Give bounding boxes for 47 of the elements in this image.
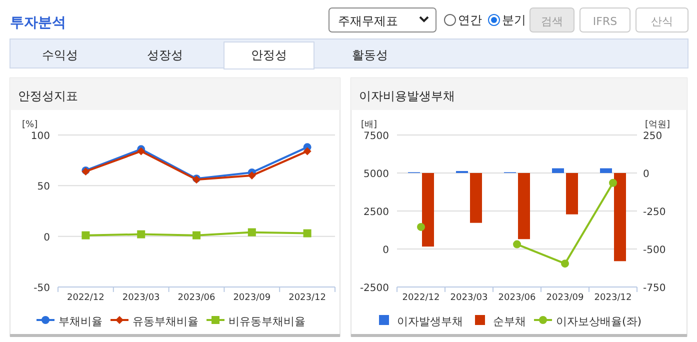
x-tick-label: 2022/12 xyxy=(67,293,104,303)
y-axis-title: [%] xyxy=(22,120,38,130)
point xyxy=(137,230,146,238)
x-tick-label: 2023/03 xyxy=(122,293,160,303)
y-tick-label: 2500 xyxy=(364,207,389,218)
legend-label: 이자발생부채 xyxy=(397,315,463,328)
legend-label: 이자보상배율(좌) xyxy=(556,315,642,328)
legend-label: 비유동부채비율 xyxy=(228,315,306,328)
x-tick-label: 2023/03 xyxy=(450,293,488,303)
x-tick-label: 2023/12 xyxy=(288,293,326,303)
y2-tick-label: -750 xyxy=(643,283,666,294)
y-tick-label: 7500 xyxy=(364,131,389,142)
point xyxy=(192,231,200,240)
y-tick-label: 0 xyxy=(44,232,50,244)
y2-axis-title: [억원] xyxy=(645,120,670,130)
point xyxy=(609,178,617,187)
legend-label: 부채비율 xyxy=(58,315,102,328)
y-tick-label: 0 xyxy=(382,245,389,256)
y-tick-label: 50 xyxy=(37,182,50,193)
point xyxy=(561,260,569,268)
point xyxy=(513,240,521,248)
chart-title: 안정성지표 xyxy=(18,89,78,103)
point xyxy=(303,147,312,156)
x-tick-label: 2023/06 xyxy=(498,293,536,303)
y-axis-title: [배] xyxy=(361,120,378,130)
x-tick-label: 2022/12 xyxy=(402,293,440,303)
x-tick-label: 2023/09 xyxy=(233,293,271,303)
x-tick-label: 2023/09 xyxy=(546,293,584,303)
point xyxy=(417,222,425,231)
y2-tick-label: -500 xyxy=(643,245,666,256)
chart-title: 이자비용발생부채 xyxy=(359,89,455,103)
x-tick-label: 2023/06 xyxy=(178,293,216,303)
y-tick-label: 100 xyxy=(30,131,50,142)
page-header: 투자분석 주재무제표 연간 분기 검색 IFRS 산식 수익성 성장성 안정성 활동성 xyxy=(10,8,688,70)
y2-tick-label: 250 xyxy=(643,131,662,142)
y-tick-label: -50 xyxy=(34,283,50,294)
y2-tick-label: 0 xyxy=(643,169,650,180)
point xyxy=(303,229,312,238)
legend-label: 유동부채비율 xyxy=(132,315,198,328)
y2-tick-label: -250 xyxy=(643,207,666,218)
y-tick-label: 5000 xyxy=(364,169,389,180)
point xyxy=(248,228,256,236)
x-tick-label: 2023/12 xyxy=(594,293,632,303)
y-tick-label: -2500 xyxy=(360,283,389,294)
point xyxy=(82,231,90,240)
legend-label: 순부채 xyxy=(493,315,526,328)
point xyxy=(248,172,256,180)
